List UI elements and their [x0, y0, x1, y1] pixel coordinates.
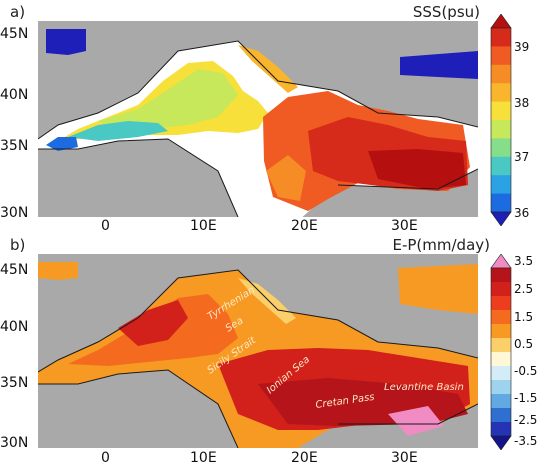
colorbar-step: [491, 101, 511, 121]
colorbar-step: [491, 422, 511, 437]
lon-tick: 10E: [190, 450, 217, 466]
panel-a-label: a): [10, 3, 26, 21]
colorbar-step: [491, 175, 511, 195]
sss-black-sea: [400, 51, 478, 79]
sss-west-inner: [98, 69, 238, 131]
colorbar-step: [491, 310, 511, 325]
colorbar-top-triangle: [490, 254, 512, 269]
panel-b-label: b): [10, 236, 26, 254]
colorbar-step: [491, 138, 511, 158]
lon-tick: 0: [101, 450, 110, 466]
lon-tick: 30E: [391, 218, 418, 234]
lat-tick: 40N: [0, 319, 29, 335]
colorbar-step: [491, 83, 511, 103]
sss-alboran: [68, 121, 168, 141]
colorbar-label: 1.5: [514, 310, 534, 324]
colorbar-label: -1.5: [514, 391, 538, 405]
ep-balearic: [118, 300, 188, 346]
colorbar-step: [491, 380, 511, 395]
sss-levantine-core: [368, 149, 466, 189]
colorbar-label: 2.5: [514, 282, 534, 296]
colorbar-step: [491, 64, 511, 84]
colorbar-step: [491, 408, 511, 423]
colorbar-label: 38: [514, 96, 530, 110]
panel-a-title: SSS(psu): [412, 3, 480, 21]
colorbar-bottom-triangle: [490, 211, 512, 226]
colorbar-label: 0.5: [514, 337, 534, 351]
ep-biscay: [38, 262, 78, 280]
ep-adriatic: [238, 278, 296, 324]
colorbar-step: [491, 324, 511, 339]
colorbar-label: -0.5: [514, 364, 538, 378]
colorbar-step: [491, 282, 511, 297]
lat-tick: 45N: [0, 262, 29, 278]
sss-colorbar: [490, 14, 512, 226]
sss-biscay: [46, 29, 86, 55]
colorbar-label: 37: [514, 150, 530, 164]
colorbar-step: [491, 394, 511, 409]
colorbar-label: 36: [514, 206, 530, 220]
colorbar-label: -2.5: [514, 413, 538, 427]
colorbar-step: [491, 296, 511, 311]
colorbar-frame: [490, 27, 512, 213]
colorbar-step: [491, 268, 511, 283]
lon-tick: 10E: [190, 218, 217, 234]
colorbar-label: 3.5: [514, 254, 534, 268]
panel-b-title: E-P(mm/day): [392, 236, 490, 254]
colorbar-step: [491, 46, 511, 66]
lat-tick: 35N: [0, 375, 29, 391]
lat-tick: 30N: [0, 205, 29, 221]
ep-colorbar: [490, 254, 512, 450]
sss-gibraltar: [46, 137, 78, 151]
lat-tick: 35N: [0, 138, 29, 154]
colorbar-label: -3.5: [514, 434, 538, 448]
lon-tick: 20E: [291, 218, 318, 234]
colorbar-step: [491, 28, 511, 47]
colorbar-step: [491, 366, 511, 381]
colorbar-step: [491, 156, 511, 176]
lat-tick: 45N: [0, 26, 29, 42]
colorbar-frame: [490, 267, 512, 437]
lat-tick: 30N: [0, 435, 29, 451]
sss-map: [38, 21, 478, 217]
sss-ionian: [266, 155, 306, 201]
colorbar-top-triangle: [490, 14, 512, 29]
lon-tick: 20E: [291, 450, 318, 466]
colorbar-label: 39: [514, 40, 530, 54]
lon-tick: 0: [101, 218, 110, 234]
region-label: Levantine Basin: [384, 382, 464, 393]
colorbar-step: [491, 193, 511, 213]
sss-adriatic: [238, 45, 298, 93]
colorbar-bottom-triangle: [490, 435, 512, 450]
ep-max: [388, 406, 444, 436]
colorbar-step: [491, 338, 511, 353]
lat-tick: 40N: [0, 87, 29, 103]
ep-map: Tyrrhenian Sea Sicily Strait Ionian Sea …: [38, 254, 478, 448]
ep-black-sea: [398, 264, 478, 314]
lon-tick: 30E: [391, 450, 418, 466]
colorbar-step: [491, 352, 511, 367]
colorbar-step: [491, 120, 511, 139]
